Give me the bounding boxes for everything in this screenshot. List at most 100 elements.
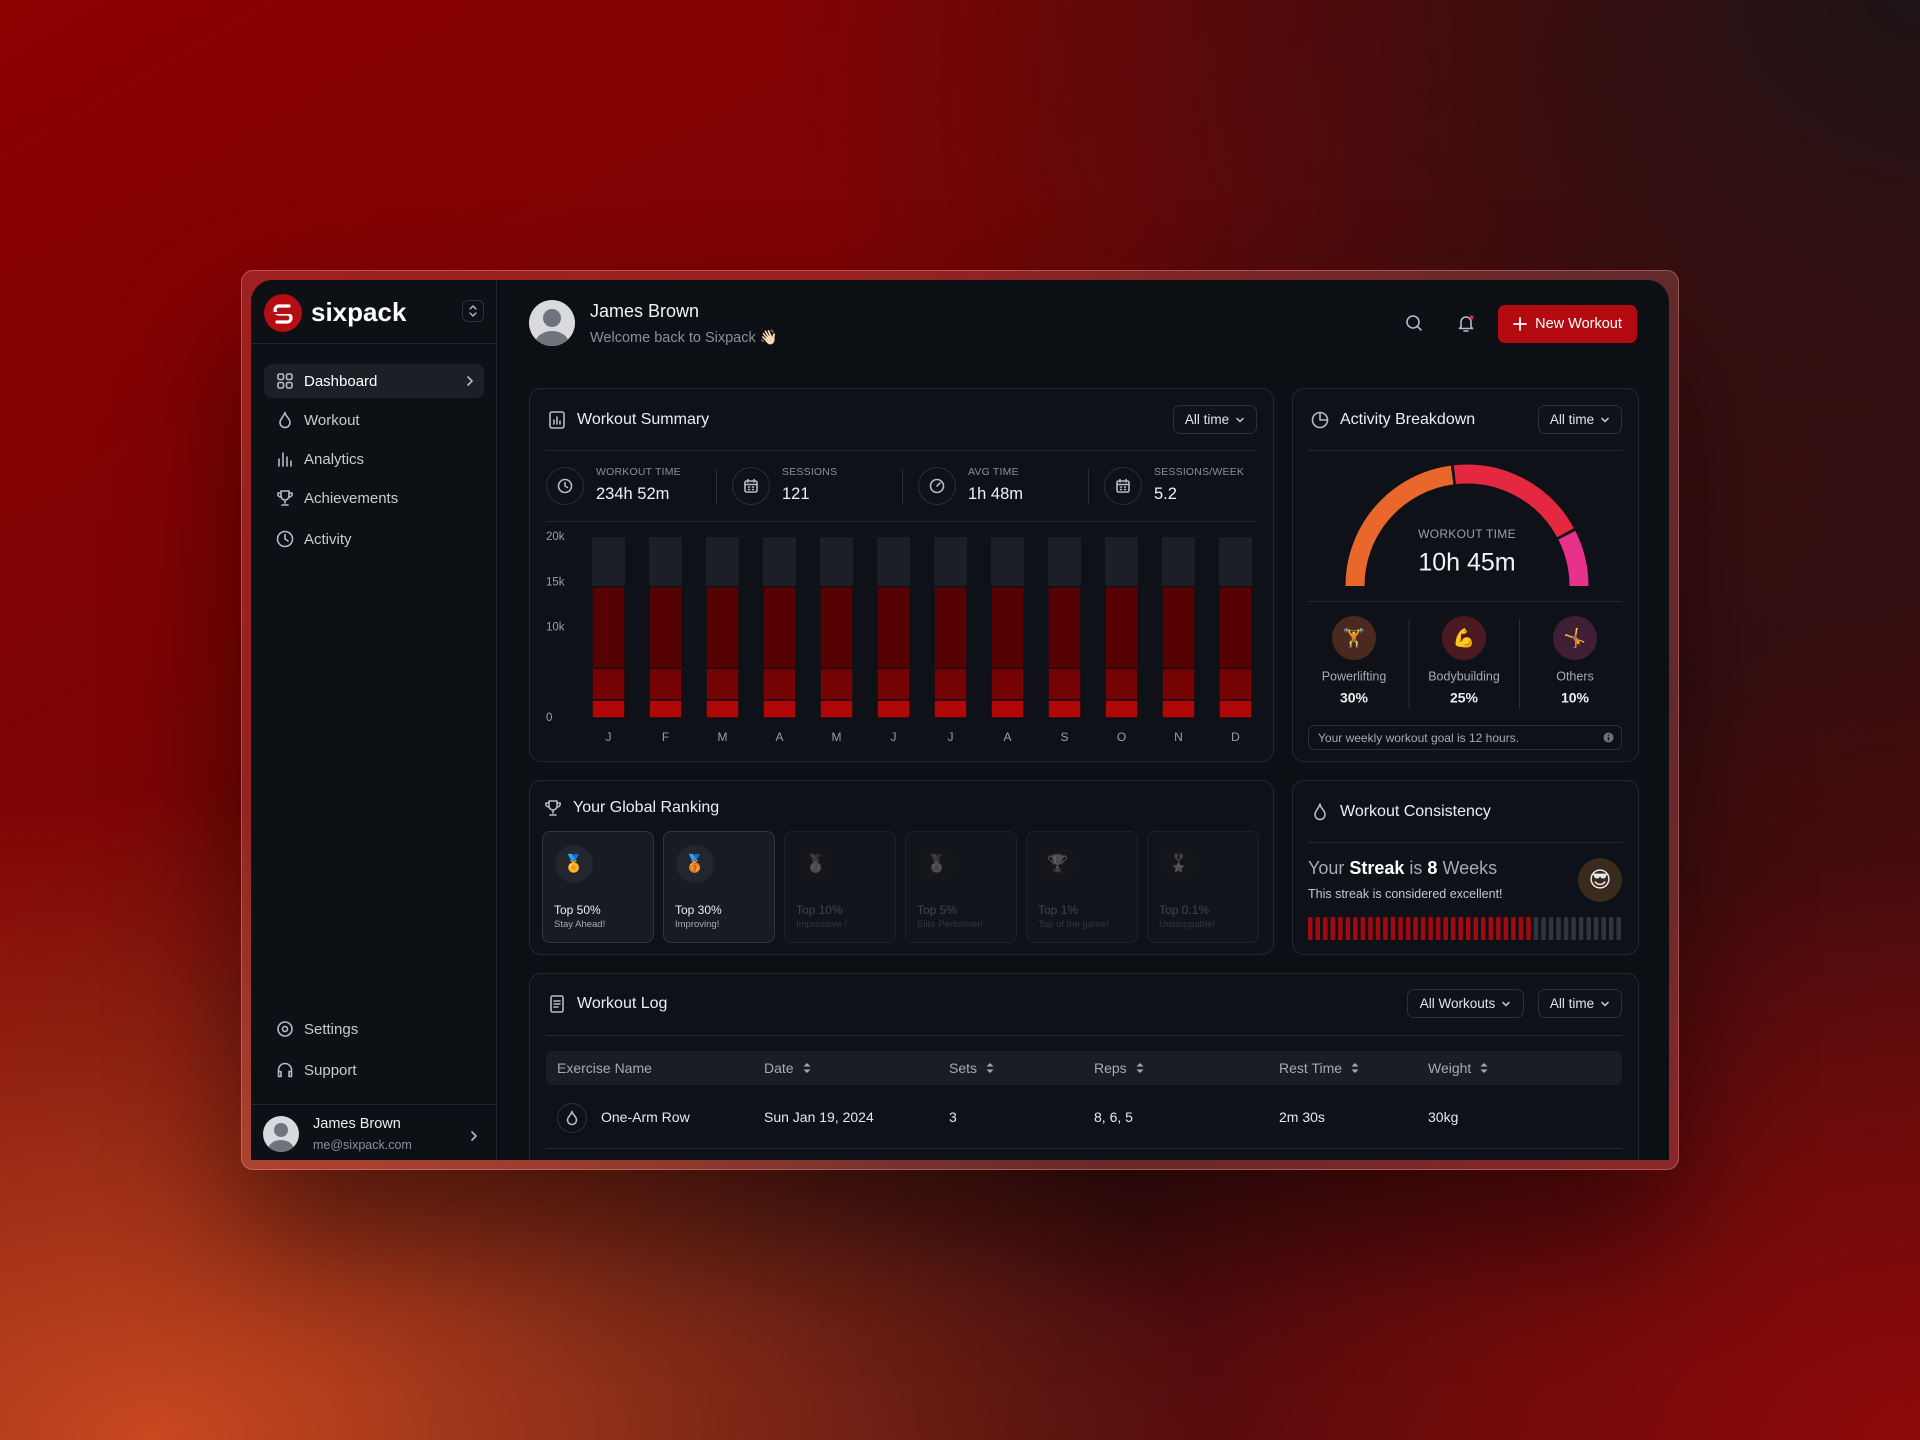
stat: WORKOUT TIME 234h 52m xyxy=(546,465,716,509)
nav-label: Activity xyxy=(304,531,352,548)
rank-icon: 🏅 xyxy=(918,845,956,883)
filter-dropdown[interactable]: All Workouts xyxy=(1407,989,1524,1018)
streak-bar xyxy=(1398,917,1403,940)
activity-value: 10% xyxy=(1561,690,1590,706)
new-workout-button[interactable]: New Workout xyxy=(1498,305,1637,343)
divider xyxy=(546,1035,1622,1036)
activity-name: Bodybuilding xyxy=(1428,669,1500,683)
stat-icon xyxy=(1104,467,1142,505)
gauge-segment xyxy=(1345,465,1454,587)
card-title: Workout Consistency xyxy=(1340,803,1491,820)
notifications-button[interactable] xyxy=(1455,312,1477,334)
streak-bar xyxy=(1578,917,1584,940)
card-title: Workout Log xyxy=(577,995,668,1012)
nav-item[interactable]: Support xyxy=(264,1053,484,1087)
bar-segment xyxy=(819,586,854,669)
streak-word: Your xyxy=(1308,858,1345,878)
bar-segment xyxy=(1218,699,1253,719)
nav-item[interactable]: Dashboard xyxy=(264,364,484,398)
bar-segment xyxy=(1104,699,1139,719)
table-cell: 30kg xyxy=(1428,1109,1459,1125)
streak-bar xyxy=(1458,917,1463,940)
column-label: Weight xyxy=(1428,1060,1472,1076)
column-header[interactable]: Sets xyxy=(949,1060,995,1076)
streak-bar xyxy=(1563,917,1569,940)
x-tick-label: D xyxy=(1231,730,1240,744)
streak-word: Weeks xyxy=(1442,858,1498,878)
column-header[interactable]: Reps xyxy=(1094,1060,1145,1076)
bar-chart: 0 10k 15k 20k J F M A M J J A S O N D xyxy=(546,531,1253,744)
divider xyxy=(1308,601,1622,602)
streak-bar xyxy=(1481,917,1486,940)
rank-title: Top 1% xyxy=(1038,903,1079,917)
column-header[interactable]: Rest Time xyxy=(1279,1060,1360,1076)
activity-icon-bg xyxy=(1553,616,1597,660)
nav-label: Dashboard xyxy=(304,373,378,390)
filter-dropdown[interactable]: All time xyxy=(1538,405,1622,434)
app: sixpack Dashboard Workout Analytics Achieve… xyxy=(251,280,1669,1160)
rank-icon: 🏅 xyxy=(555,845,593,883)
rank-title: Top 5% xyxy=(917,903,958,917)
sidebar-toggle[interactable] xyxy=(462,300,484,322)
nav-item[interactable]: Analytics xyxy=(264,442,484,476)
x-tick-label: J xyxy=(891,730,897,744)
bar-segment xyxy=(933,586,968,669)
workout-log-card: Workout Log All Workouts All time Exercise… xyxy=(529,973,1639,1160)
table-cell: 2m 30s xyxy=(1279,1109,1325,1125)
bar-segment xyxy=(876,699,911,719)
rank-subtitle: Unstoppable! xyxy=(1159,919,1215,930)
streak-bar xyxy=(1428,917,1433,940)
activity-name: Powerlifting xyxy=(1322,669,1387,683)
nav-item[interactable]: Activity xyxy=(264,522,484,556)
icon xyxy=(744,478,758,493)
stat-value: 1h 48m xyxy=(968,485,1024,503)
workout-summary-card: Workout Summary All time WORKOUT TIME 234… xyxy=(529,388,1274,762)
bar-segment xyxy=(990,699,1025,719)
x-tick-label: A xyxy=(1003,730,1011,744)
bar-segment xyxy=(819,667,854,701)
header-avatar[interactable] xyxy=(529,300,575,346)
nav-item[interactable]: Settings xyxy=(264,1012,484,1046)
nav-icon xyxy=(279,411,291,429)
table-cell: One-Arm Row xyxy=(601,1109,690,1125)
activity-icon: 🤸 xyxy=(1564,627,1586,648)
search-button[interactable] xyxy=(1403,312,1425,334)
streak-bar xyxy=(1345,917,1351,940)
bar-segment xyxy=(762,699,797,719)
filter-dropdown[interactable]: All time xyxy=(1173,405,1257,434)
x-tick-label: S xyxy=(1060,730,1068,744)
streak-bar xyxy=(1541,917,1546,940)
table-cell: Sun Jan 19, 2024 xyxy=(764,1109,874,1125)
bar-segment xyxy=(1104,667,1139,701)
brand-logo[interactable] xyxy=(264,294,302,332)
x-tick-label: J xyxy=(948,730,954,744)
activity-icon-bg xyxy=(1442,616,1486,660)
bar-segment xyxy=(1047,699,1082,719)
icon xyxy=(1116,478,1130,493)
bar-segment xyxy=(1161,667,1196,701)
rank-subtitle: Impressive ! xyxy=(796,919,848,930)
divider xyxy=(1308,450,1622,451)
table-cell: 3 xyxy=(949,1109,957,1125)
streak-word: 8 xyxy=(1427,858,1438,878)
rank-tier: 🏆 Top 1% Top of the game! xyxy=(1026,831,1138,943)
y-tick-label: 20k xyxy=(546,531,565,543)
sort-icon xyxy=(803,1063,811,1073)
filter-dropdown[interactable]: All time xyxy=(1538,989,1622,1018)
column-header[interactable]: Weight xyxy=(1428,1060,1489,1076)
bar-segment xyxy=(705,586,740,669)
nav-item[interactable]: Achievements xyxy=(264,481,484,515)
nav-label: Settings xyxy=(304,1021,359,1038)
bar-segment xyxy=(762,667,797,701)
gauge-segment xyxy=(1453,464,1574,538)
x-tick-label: O xyxy=(1117,730,1126,744)
bar-segment xyxy=(705,699,740,719)
nav-icon xyxy=(277,373,293,389)
column-header[interactable]: Date xyxy=(764,1060,812,1076)
filter-label: All time xyxy=(1549,996,1595,1011)
nav-item[interactable]: Workout xyxy=(264,403,484,437)
nav-icon xyxy=(277,1062,293,1078)
header-name: James Brown xyxy=(590,301,700,321)
bar-segment xyxy=(1161,699,1196,719)
user-menu[interactable]: James Brown me@sixpack.com xyxy=(251,1104,496,1160)
